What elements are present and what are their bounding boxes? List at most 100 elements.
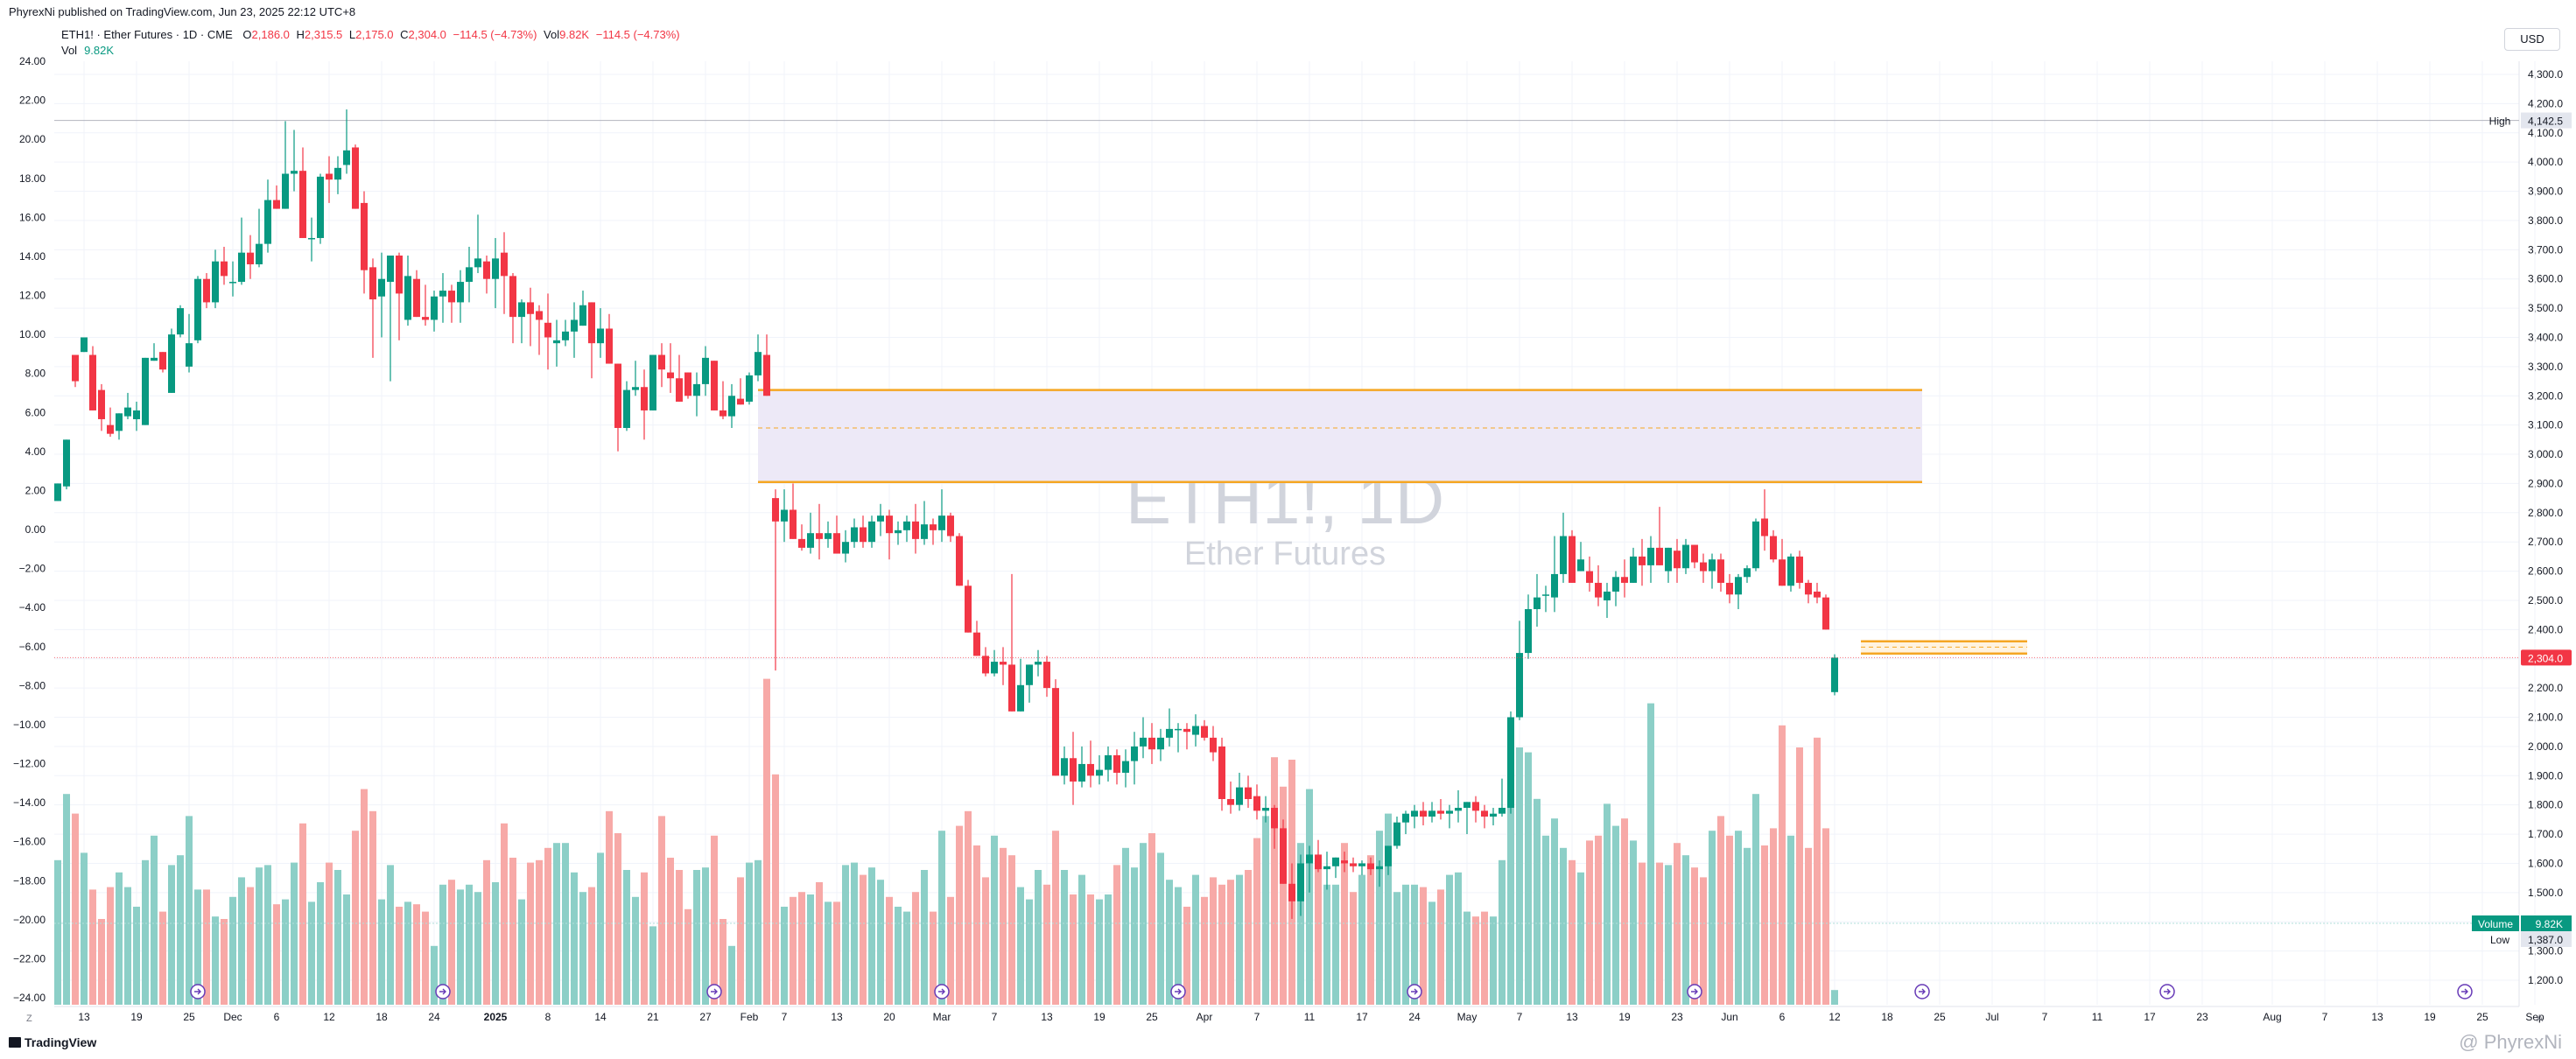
volume-bar xyxy=(142,859,149,1005)
candle-body xyxy=(1726,582,1733,595)
volume-bar xyxy=(317,882,324,1005)
volume-bar xyxy=(1674,843,1681,1005)
candle-body xyxy=(1831,657,1838,692)
volume-bar xyxy=(273,904,280,1005)
event-marker-icon[interactable] xyxy=(2159,984,2175,999)
event-marker-icon[interactable] xyxy=(934,984,950,999)
candle-body xyxy=(790,509,797,539)
volume-bar xyxy=(798,892,805,1005)
time-tick-label: Mar xyxy=(933,1011,951,1023)
candle-body xyxy=(466,267,473,283)
candle-body xyxy=(1017,684,1024,712)
time-tick-label: Feb xyxy=(741,1011,759,1023)
time-tick-label: 7 xyxy=(2322,1011,2328,1023)
time-tick-label: 21 xyxy=(647,1011,659,1023)
volume-bar xyxy=(965,810,972,1005)
resistance-zone[interactable] xyxy=(758,389,1922,482)
candle-body xyxy=(273,200,280,209)
time-tick-label: 2025 xyxy=(484,1011,508,1023)
volume-bar xyxy=(1341,843,1348,1005)
symbol-name[interactable]: ETH1! · Ether Futures · 1D · CME xyxy=(61,28,233,41)
candle-body xyxy=(702,357,709,384)
left-tick-label: 20.00 xyxy=(19,133,46,145)
event-marker-icon[interactable] xyxy=(435,984,451,999)
low-value-label: 1,387.0 xyxy=(2528,934,2563,946)
candle-body xyxy=(509,276,516,318)
last-price-label: 2,304.0 xyxy=(2528,652,2563,664)
candle-body xyxy=(98,389,105,419)
candle-body xyxy=(1245,787,1252,799)
volume-bar xyxy=(1043,884,1050,1005)
event-marker-icon[interactable] xyxy=(706,984,722,999)
volume-bar xyxy=(1542,835,1549,1005)
candle-body xyxy=(1744,568,1751,578)
candle-body xyxy=(439,291,446,297)
time-tick-label: 18 xyxy=(376,1011,388,1023)
candle-body xyxy=(807,533,814,548)
candle-body xyxy=(1437,810,1444,814)
candle-body xyxy=(308,237,315,240)
corner-right-label: A xyxy=(2537,1013,2544,1024)
candle-body xyxy=(1402,813,1409,823)
price-tick-label: 2,800.0 xyxy=(2528,507,2563,519)
candle-body xyxy=(1542,594,1549,596)
price-tick-label: 2,200.0 xyxy=(2528,682,2563,694)
last-price-tag[interactable] xyxy=(2521,649,2572,666)
volume-bar xyxy=(1481,911,1488,1005)
candle-body xyxy=(1569,536,1576,583)
event-marker-icon[interactable] xyxy=(1170,984,1186,999)
candle-body xyxy=(299,171,306,238)
tradingview-brand[interactable]: TradingView xyxy=(9,1035,96,1049)
left-tick-label: 18.00 xyxy=(19,172,46,185)
candle-body xyxy=(1604,591,1611,600)
low-label: Low xyxy=(2490,934,2509,946)
left-tick-label: 24.00 xyxy=(19,55,46,67)
volume-bar xyxy=(588,887,595,1005)
candle-body xyxy=(1814,591,1821,598)
candle-body xyxy=(413,278,420,318)
candle-body xyxy=(1000,662,1007,665)
time-tick-label: 6 xyxy=(274,1011,280,1023)
price-tick-label: 3,400.0 xyxy=(2528,331,2563,343)
candle-body xyxy=(1105,754,1112,770)
left-tick-label: 10.00 xyxy=(19,328,46,340)
event-marker-icon[interactable] xyxy=(1914,984,1930,999)
volume-bar xyxy=(912,892,919,1005)
volume-bar xyxy=(1490,916,1497,1005)
candle-body xyxy=(860,527,867,543)
event-marker-icon[interactable] xyxy=(2457,984,2473,999)
time-tick-label: 14 xyxy=(594,1011,607,1023)
volume-bar xyxy=(229,896,236,1005)
candle-body xyxy=(1122,761,1129,773)
candle-body xyxy=(1822,597,1829,630)
time-tick-label: 23 xyxy=(2196,1011,2208,1023)
event-marker-icon[interactable] xyxy=(1687,984,1702,999)
candle-body xyxy=(965,586,972,633)
price-tick-label: 1,800.0 xyxy=(2528,799,2563,811)
volume-bar xyxy=(133,907,140,1005)
volume-bar xyxy=(1306,789,1313,1005)
candle-body xyxy=(81,337,88,353)
candle-body xyxy=(1630,556,1637,583)
price-tick-label: 4,300.0 xyxy=(2528,68,2563,81)
event-marker-icon[interactable] xyxy=(1407,984,1422,999)
volume-bar xyxy=(72,813,79,1005)
candle-body xyxy=(317,176,324,238)
event-marker-icon[interactable] xyxy=(190,984,206,999)
volume-legend[interactable]: Vol 9.82K xyxy=(61,44,114,57)
volume-bar xyxy=(877,880,884,1005)
candle-body xyxy=(982,656,989,674)
candle-body xyxy=(1700,562,1707,572)
volume-bar xyxy=(264,865,271,1005)
time-tick-label: 25 xyxy=(2476,1011,2488,1023)
vol-change-value: −114.5 (−4.73%) xyxy=(595,28,680,41)
currency-button[interactable]: USD xyxy=(2504,28,2560,51)
volume-bar xyxy=(1612,825,1619,1005)
volume-bar xyxy=(895,907,902,1005)
volume-bar xyxy=(623,870,630,1005)
candle-body xyxy=(1656,547,1663,565)
time-tick-label: 7 xyxy=(782,1011,788,1023)
candle-body xyxy=(579,305,586,326)
left-tick-label: −4.00 xyxy=(19,601,46,614)
